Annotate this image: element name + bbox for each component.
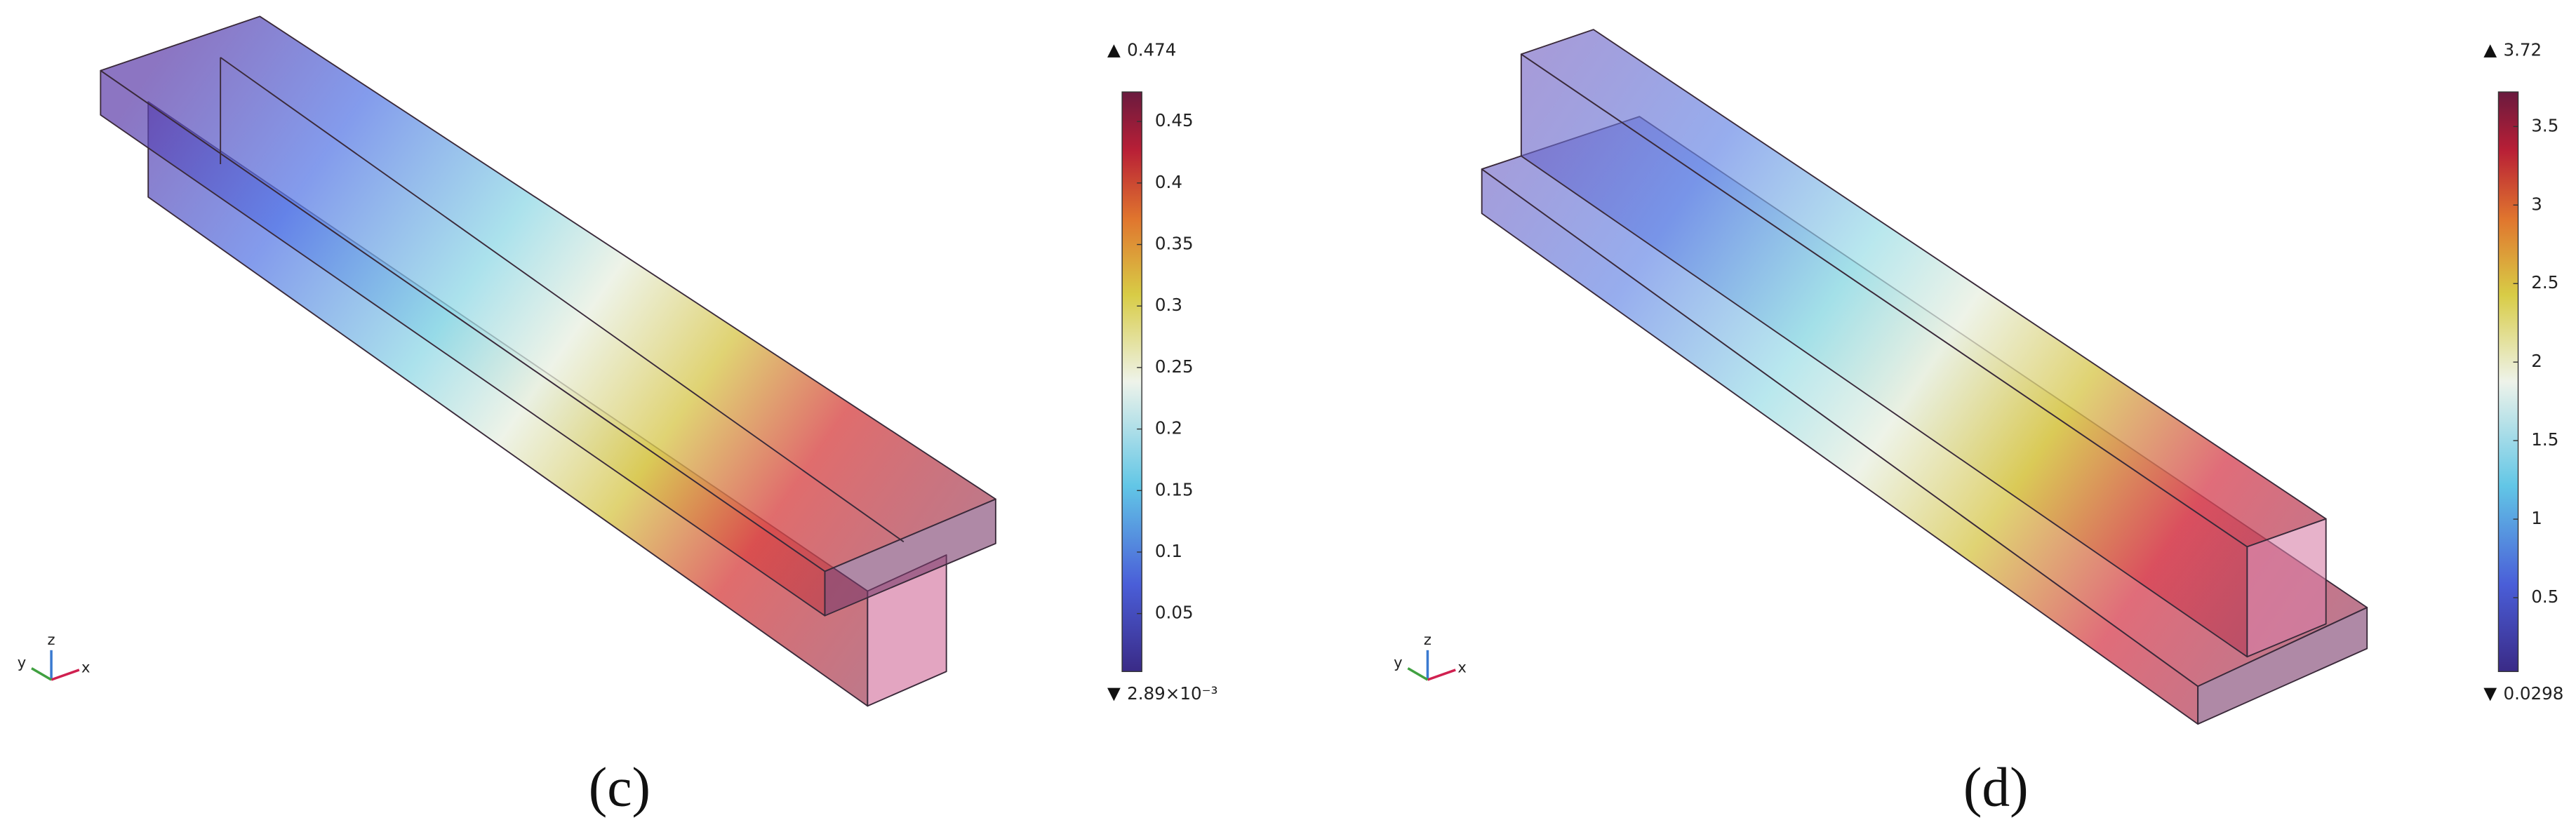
colorbar-tick-label: 0.2: [1155, 418, 1182, 438]
colorbar: [2497, 91, 2519, 672]
colorbar-tick-label: 0.05: [1155, 603, 1194, 623]
colorbar-tick-label: 0.25: [1155, 356, 1194, 377]
colorbar-tick-label: 0.15: [1155, 479, 1194, 499]
min-marker: [1107, 687, 1121, 702]
colorbar-tick-label: 3.5: [2531, 115, 2558, 135]
colorbar-tick-label: 0.3: [1155, 295, 1182, 315]
max-marker: [1107, 44, 1121, 58]
colorbar-tick-label: 3: [2531, 194, 2542, 214]
axis-letter: y: [1394, 654, 1402, 671]
colorbar-tick-label: 0.5: [2531, 586, 2558, 607]
colorbar-tick-label: 2.5: [2531, 272, 2558, 293]
panel-label: (c): [589, 757, 650, 819]
colorbar-max: 3.72: [2503, 40, 2542, 60]
axis-letter: z: [48, 631, 55, 648]
colorbar-min: 2.89×10⁻³: [1127, 683, 1217, 704]
axis-letter: x: [81, 659, 90, 676]
beam-d: [1481, 29, 2368, 725]
colorbar-tick-label: 0.1: [1155, 541, 1182, 561]
axis-letter: z: [1424, 631, 1432, 648]
min-marker: [2483, 687, 2497, 702]
colorbar: [1121, 91, 1142, 672]
colorbar-max: 0.474: [1127, 40, 1176, 60]
colorbar-tick-label: 0.45: [1155, 110, 1194, 130]
colorbar-tick-label: 1.5: [2531, 429, 2558, 450]
panel-label: (d): [1963, 757, 2029, 819]
colorbar-min: 0.0298: [2503, 683, 2563, 704]
beam-c: [100, 15, 996, 707]
axis-triad: [31, 650, 1456, 681]
axis-letter: x: [1457, 659, 1466, 676]
colorbar-tick-label: 2: [2531, 351, 2542, 371]
axis-letter: y: [18, 654, 26, 671]
colorbar-tick-label: 0.4: [1155, 172, 1182, 192]
colorbar-tick-label: 1: [2531, 508, 2542, 528]
max-marker: [2483, 44, 2497, 58]
colorbar-tick-label: 0.35: [1155, 234, 1194, 254]
